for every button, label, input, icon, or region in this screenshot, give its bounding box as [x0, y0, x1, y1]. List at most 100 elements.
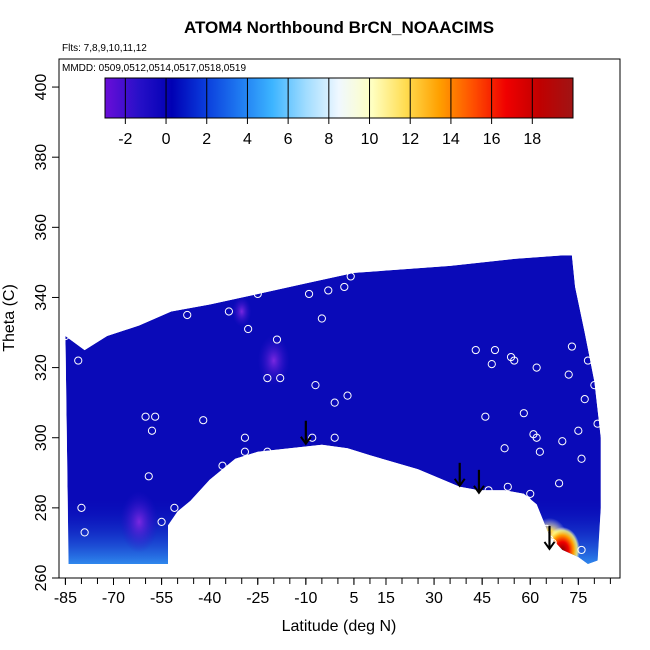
observation-point	[240, 447, 250, 456]
observation-point	[80, 528, 89, 537]
observation-point	[580, 395, 589, 404]
x-tick-label: 30	[425, 590, 443, 607]
colorbar-tick-label: 6	[284, 131, 293, 148]
observation-point	[471, 345, 480, 355]
observation-point	[244, 324, 253, 334]
observation-point	[519, 409, 528, 418]
colorbar-tick-label: 18	[523, 131, 541, 148]
colorbar-tick-label: 10	[361, 131, 379, 148]
x-tick-label: 15	[377, 590, 395, 607]
observation-point	[510, 356, 519, 365]
observation-point	[304, 289, 314, 299]
arrow-markers	[300, 420, 556, 551]
observation-point	[343, 391, 352, 400]
observation-point	[224, 307, 234, 316]
observation-point	[276, 374, 285, 383]
observation-point	[147, 426, 157, 435]
y-tick-label: 380	[33, 144, 50, 171]
observation-point	[74, 356, 83, 365]
observation-point	[526, 489, 535, 498]
observation-point	[311, 381, 320, 390]
observation-point	[593, 419, 602, 428]
observation-point	[532, 363, 541, 372]
observation-point	[583, 356, 593, 365]
x-tick-label: 5	[349, 590, 358, 607]
observation-point	[183, 310, 192, 320]
observation-point	[330, 433, 339, 442]
observation-point	[157, 517, 166, 526]
observation-point	[535, 447, 544, 456]
observation-point	[503, 482, 512, 491]
x-tick-label: 60	[521, 590, 539, 607]
down-arrow	[543, 525, 556, 551]
colorbar-tick-label: 2	[202, 131, 211, 148]
down-arrow	[473, 469, 485, 495]
observation-point	[151, 412, 160, 421]
colorbar-tick-label: 16	[483, 131, 501, 148]
x-axis-label: Latitude (deg N)	[282, 618, 397, 635]
observation-point	[272, 335, 282, 344]
observation-point	[577, 454, 586, 463]
field-base	[65, 255, 601, 564]
observation-points	[61, 261, 602, 562]
observation-point	[487, 359, 496, 369]
observation-point	[61, 331, 70, 341]
plot-frame	[58, 58, 621, 579]
observation-point	[317, 314, 326, 323]
observation-point	[324, 286, 333, 295]
observation-point	[500, 444, 509, 453]
dates-note: MMDD: 0509,0512,0514,0517,0518,0519	[62, 63, 246, 74]
observation-point	[240, 433, 250, 442]
colorbar: -2 0 2 4 6 8 10 12 14 16 18	[104, 77, 574, 148]
x-tick-label: -55	[150, 590, 173, 607]
y-tick-label: 260	[33, 565, 50, 592]
x-tick-label: -25	[246, 590, 269, 607]
colorbar-tick-label: -2	[118, 131, 132, 148]
observation-point	[590, 381, 599, 390]
colorbar-tick-label: 0	[162, 131, 171, 148]
observation-point	[587, 261, 596, 270]
x-tick-label: 45	[473, 590, 491, 607]
down-arrow	[300, 420, 312, 446]
observation-point	[170, 503, 179, 512]
observation-point	[77, 503, 86, 512]
y-axis: 260 280 300 320 340 360 380 400	[33, 74, 59, 592]
low-value-spot	[232, 296, 252, 327]
observation-point	[522, 496, 532, 505]
observation-point	[564, 370, 573, 379]
observation-point	[532, 433, 541, 442]
observation-point	[253, 289, 262, 299]
y-axis-label: Theta (C)	[1, 284, 18, 352]
y-tick-label: 320	[33, 354, 50, 381]
observation-point	[218, 461, 227, 470]
low-value-spot	[119, 491, 159, 553]
colorbar-tick-label: 12	[401, 131, 419, 148]
x-tick-label: 75	[569, 590, 587, 607]
observation-point	[141, 412, 150, 421]
observation-point	[199, 416, 208, 425]
x-tick-label: -40	[198, 590, 221, 607]
x-tick-label: -70	[102, 590, 125, 607]
observation-point	[577, 545, 586, 555]
y-tick-label: 280	[33, 494, 50, 521]
observation-point	[567, 342, 577, 351]
observation-point	[558, 552, 567, 562]
colorbar-tick-label: 4	[243, 131, 252, 148]
observation-point	[490, 345, 500, 355]
observation-point	[484, 486, 493, 495]
colorbar-tick-label: 14	[442, 131, 460, 148]
y-tick-label: 360	[33, 214, 50, 241]
chart-title: ATOM4 Northbound BrCN_NOAACIMS	[184, 18, 494, 37]
down-arrow	[453, 462, 466, 488]
x-tick-label: -85	[54, 590, 77, 607]
low-value-spot	[257, 334, 290, 387]
observation-point	[340, 282, 349, 292]
x-axis: -85 -70 -55 -40 -25 -10 5 15 30 45 60 75	[54, 578, 611, 607]
observation-point	[554, 479, 564, 488]
colorbar-gradient	[104, 77, 574, 119]
observation-point	[346, 272, 355, 281]
y-tick-label: 340	[33, 284, 50, 311]
flights-note: Flts: 7,8,9,10,11,12	[62, 43, 147, 54]
y-tick-label: 300	[33, 424, 50, 451]
